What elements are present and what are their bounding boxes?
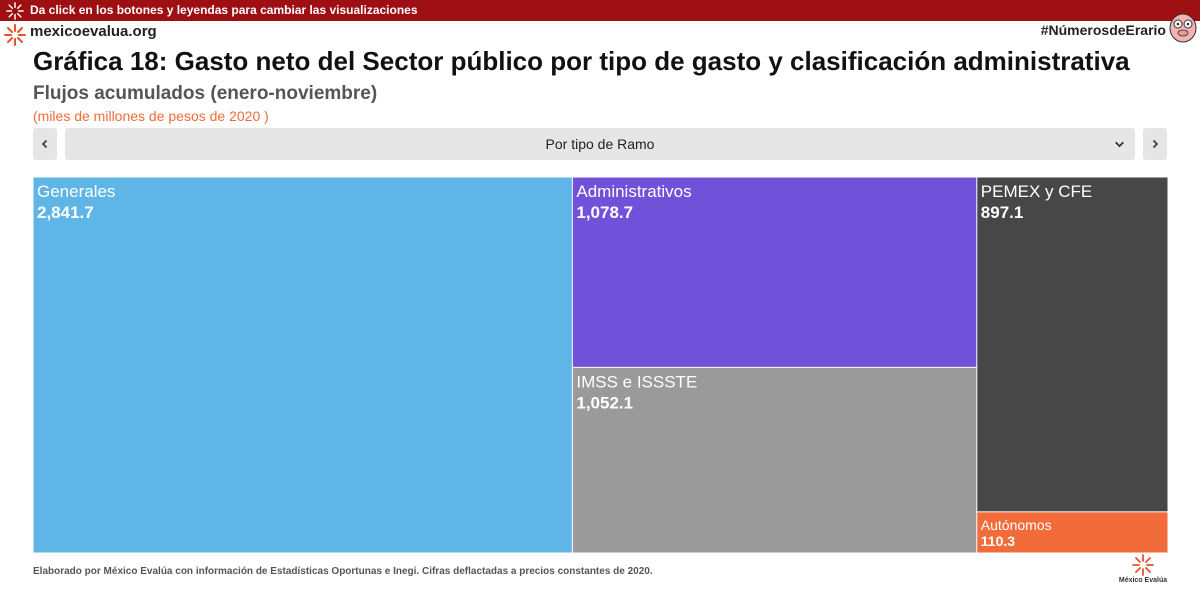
site-header: mexicoevalua.org #NúmerosdeErario [0,13,1200,46]
treemap-tile-administrativos[interactable] [572,177,977,367]
treemap-tile-imss-e-issste[interactable] [572,367,977,553]
source-footnote: Elaborado por México Evalúa con informac… [33,566,653,577]
treemap-value-administrativos: 1,078.7 [576,203,633,222]
treemap-value-pemex-y-cfe: 897.1 [981,203,1024,222]
site-name[interactable]: mexicoevalua.org [30,23,157,40]
logo-text: México Evalúa [1118,577,1168,584]
hashtag-label: #NúmerosdeErario [1040,22,1166,38]
previous-button[interactable] [33,128,57,160]
view-selector-dropdown[interactable]: Por tipo de Ramo [65,128,1135,160]
treemap-tile-autonomos[interactable] [977,512,1168,553]
chart-title: Gráfica 18: Gasto neto del Sector públic… [33,46,1130,76]
treemap-label-administrativos: Administrativos [576,182,691,201]
chart-subtitle: Flujos acumulados (enero-noviembre) [33,83,378,104]
treemap-label-pemex-y-cfe: PEMEX y CFE [981,182,1092,201]
mascot-icon [1169,13,1197,43]
instruction-banner: Da click en los botones y leyendas para … [0,0,1200,21]
dropdown-selected-label: Por tipo de Ramo [545,136,655,152]
mexico-evalua-logo: México Evalúa [1118,553,1168,587]
treemap-tile-pemex-y-cfe[interactable] [977,177,1168,512]
treemap-label-autonomos: Autónomos [981,517,1052,533]
banner-text: Da click en los botones y leyendas para … [30,3,418,17]
treemap-label-generales: Generales [37,182,115,201]
treemap-value-imss-e-issste: 1,052.1 [576,393,633,412]
treemap-label-imss-e-issste: IMSS e ISSSTE [576,372,697,391]
sunburst-icon [1132,554,1154,576]
chart-units: (miles de millones de pesos de 2020 ) [33,108,269,124]
sunburst-icon [4,24,26,46]
treemap-tile-generales[interactable] [33,177,572,553]
chevron-right-icon [1152,139,1159,149]
chevron-left-icon [41,139,48,149]
treemap-value-generales: 2,841.7 [37,203,94,222]
chevron-down-icon [1115,141,1124,148]
treemap-value-autonomos: 110.3 [981,533,1015,549]
treemap-chart: Generales 2,841.7 Administrativos 1,078.7 IM… [33,177,1168,553]
next-button[interactable] [1143,128,1167,160]
sunburst-icon [6,2,24,20]
